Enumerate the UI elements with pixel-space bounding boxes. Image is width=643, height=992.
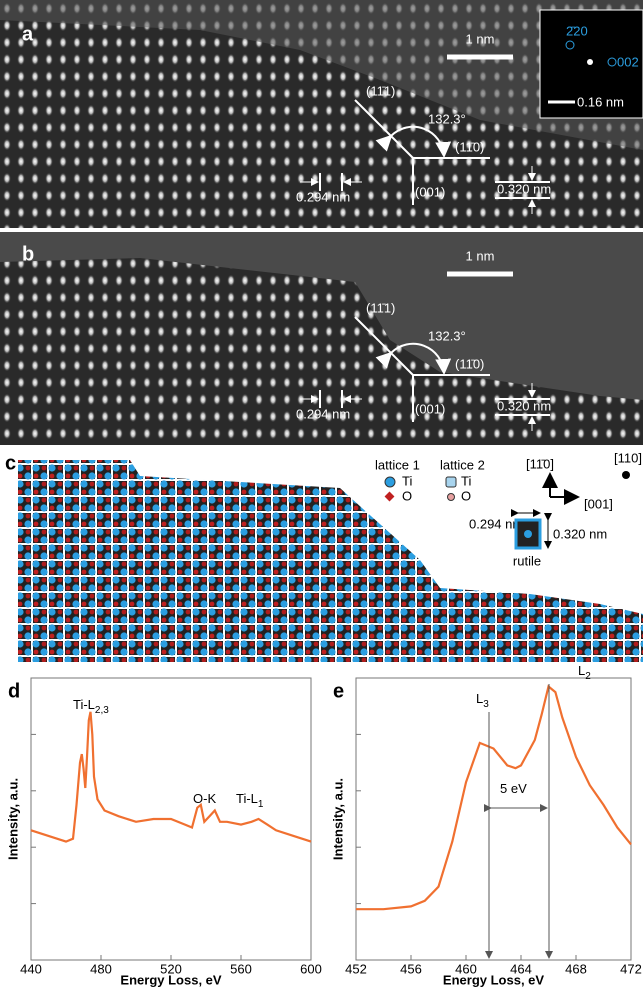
x-tick-label: 460: [455, 961, 477, 976]
legend-ti-1: [384, 476, 396, 488]
fft-spot: [607, 57, 617, 67]
plane-label: (11̄1): [366, 300, 395, 315]
x-tick-label: 452: [345, 961, 367, 976]
scale-bar-label: 0.16 nm: [577, 94, 624, 109]
annotation-sub: 1: [258, 799, 264, 810]
cell-label: rutile: [513, 553, 541, 568]
fft-label: 2̄20: [566, 23, 588, 38]
spacing-label: 0.320 nm: [553, 526, 607, 541]
annotation-text: L: [476, 691, 483, 706]
axis-label: [110]: [614, 450, 642, 465]
annotation-sub: 2: [585, 671, 591, 682]
annotation-sub: 2,3: [95, 705, 109, 716]
x-axis-title: Energy Loss, eV: [443, 972, 544, 987]
annotation: Ti-L2,3: [73, 697, 109, 715]
annotation-text: O-K: [193, 791, 216, 806]
legend-title: lattice 2: [440, 457, 485, 472]
annotation: L2: [578, 663, 591, 681]
x-tick-label: 468: [565, 961, 587, 976]
annotation-sub: 3: [483, 699, 489, 710]
plane-label: (11̄0): [455, 139, 484, 154]
unit-cell-atom: [524, 530, 532, 538]
annotation-text: Ti-L: [73, 697, 95, 712]
spacing-label: 0.294 nm: [296, 189, 350, 204]
annotation: Ti-L1: [236, 791, 264, 809]
panel-label: a: [22, 23, 34, 45]
x-tick-label: 480: [90, 961, 112, 976]
x-tick-label: 456: [400, 961, 422, 976]
spacing-label: 0.320 nm: [497, 181, 551, 196]
angle-label: 132.3°: [428, 328, 466, 343]
x-tick-label: 440: [20, 961, 42, 976]
annotation: L3: [476, 691, 489, 709]
panel-label: c: [5, 452, 16, 474]
x-tick-label: 520: [160, 961, 182, 976]
x-axis-title: Energy Loss, eV: [120, 972, 221, 987]
scale-bar-label: 1 nm: [466, 248, 495, 263]
spacing-label: 0.294 nm: [469, 516, 523, 531]
fft-spot: [587, 59, 593, 65]
plane-label: (11̄1): [366, 83, 395, 98]
annotation-text: L: [578, 663, 585, 678]
legend-label: O: [402, 488, 412, 503]
legend-label: Ti: [461, 473, 471, 488]
legend-label: O: [461, 488, 471, 503]
plot-frame: [355, 677, 632, 961]
legend-o-2: [447, 493, 455, 501]
legend-label: Ti: [402, 473, 412, 488]
fft-spot: [565, 40, 575, 50]
amorphous-region: [0, 0, 643, 150]
panel-label: e: [333, 680, 344, 702]
plane-label: (001): [415, 401, 445, 416]
fft-label: 002: [617, 54, 639, 69]
x-tick-label: 560: [230, 961, 252, 976]
panel-label: b: [22, 243, 34, 265]
x-tick-label: 464: [510, 961, 532, 976]
angle-arc: [375, 125, 452, 158]
angle-label: 132.3°: [428, 111, 466, 126]
spacing-label: 0.294 nm: [296, 406, 350, 421]
x-tick-label: 600: [300, 961, 322, 976]
spectrum-line: [356, 684, 632, 911]
plane-label: (11̄0): [455, 356, 484, 371]
spacing-label: 0.320 nm: [497, 398, 551, 413]
annotation-text: 5 eV: [500, 781, 527, 796]
y-axis-title: Intensity, a.u.: [330, 778, 345, 860]
angle-arc: [375, 342, 452, 375]
plane-label: (001): [415, 184, 445, 199]
legend-title: lattice 1: [375, 457, 420, 472]
y-axis-title: Intensity, a.u.: [5, 778, 20, 860]
axis-dot: [622, 471, 630, 479]
axis-label: [001]: [584, 496, 613, 511]
annotation: 5 eV: [500, 781, 527, 796]
annotation-text: Ti-L: [236, 791, 258, 806]
annotation: O-K: [193, 791, 216, 806]
scale-bar-label: 1 nm: [466, 31, 495, 46]
unit-cell: [514, 518, 542, 550]
legend-ti-2: [445, 476, 457, 488]
legend-o-1: [384, 491, 395, 502]
panel-label: d: [8, 680, 20, 702]
spectrum-line: [30, 711, 312, 843]
axis-label: [11̄0]: [526, 456, 554, 471]
x-tick-label: 472: [620, 961, 642, 976]
